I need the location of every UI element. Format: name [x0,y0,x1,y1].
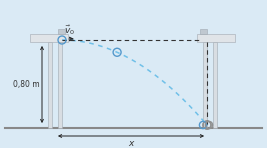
Bar [197,34,235,42]
Bar [58,29,65,34]
Bar [213,42,217,128]
Bar [48,42,52,128]
Text: $\vec{v}_0$: $\vec{v}_0$ [65,23,76,37]
Text: 0,80 m: 0,80 m [13,81,40,90]
Bar [30,34,68,42]
Bar [58,42,62,128]
Bar [200,29,207,34]
Bar [203,42,207,128]
Text: x: x [128,139,134,148]
